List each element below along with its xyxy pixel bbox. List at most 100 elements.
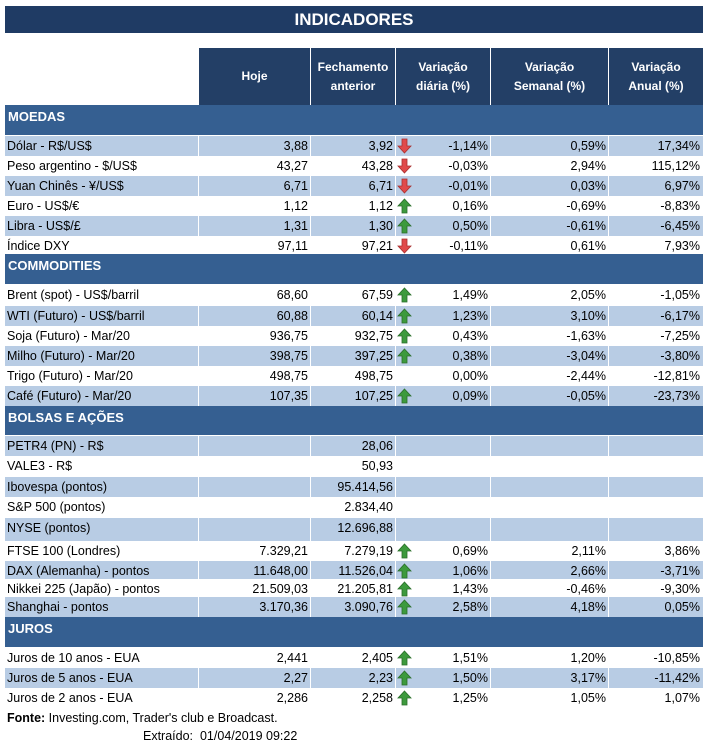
- hoje-value: [199, 436, 311, 456]
- variacao-semanal: [491, 456, 609, 477]
- variacao-semanal: 2,11%: [491, 541, 609, 561]
- variacao-semanal: [491, 518, 609, 541]
- hoje-value-text: 7.329,21: [259, 544, 308, 558]
- variacao-anual: 1,07%: [609, 688, 703, 708]
- hoje-value: [199, 477, 311, 497]
- table-row: Shanghai - pontos 3.170,36 3.090,76 2,58% 4,…: [5, 597, 703, 617]
- table-row: Milho (Futuro) - Mar/20 398,75 397,25 0,38%…: [5, 346, 703, 366]
- row-label: FTSE 100 (Londres): [5, 541, 199, 561]
- hoje-value-text: 498,75: [269, 369, 308, 383]
- table-row: Juros de 10 anos - EUA 2,441 2,405 1,51% 1,2…: [5, 648, 703, 668]
- hoje-value-text: 97,11: [277, 239, 308, 253]
- variacao-semanal-text: -0,61%: [566, 219, 606, 233]
- hoje-value: [199, 497, 311, 518]
- fechamento-value: 498,75: [311, 366, 396, 386]
- variacao-anual: -10,85%: [609, 648, 703, 668]
- arrow-up-icon: [397, 543, 412, 559]
- arrow-up-icon: [397, 287, 412, 303]
- fechamento-value: 21.205,81: [311, 579, 396, 597]
- variacao-diaria-text: 2,58%: [452, 600, 488, 614]
- table-row: NYSE (pontos) 12.696,88: [5, 518, 703, 541]
- variacao-anual-text: 0,05%: [664, 600, 700, 614]
- fechamento-value: 11.526,04: [311, 561, 396, 579]
- table-row: Dólar - R$/US$ 3,88 3,92 -1,14% 0,59% 17,34%: [5, 136, 703, 156]
- arrow-up-icon: [397, 308, 412, 324]
- fechamento-value-text: 397,25: [354, 349, 393, 363]
- variacao-diaria: 1,43%: [396, 579, 491, 597]
- arrow-down-icon: [397, 238, 412, 254]
- row-label: Peso argentino - $/US$: [5, 156, 199, 176]
- variacao-anual: -6,17%: [609, 306, 703, 326]
- column-headers: Hoje Fechamento anterior Variação diária…: [199, 48, 703, 105]
- extracted-value: 01/04/2019 09:22: [199, 729, 298, 743]
- variacao-diaria: [396, 477, 491, 497]
- variacao-diaria-text: 1,49%: [452, 288, 488, 302]
- fechamento-value: 6,71: [311, 176, 396, 196]
- fechamento-value-text: 1,12: [368, 199, 393, 213]
- hoje-value: 1,12: [199, 196, 311, 216]
- row-label-text: Juros de 10 anos - EUA: [7, 651, 140, 665]
- row-label-text: Ibovespa (pontos): [7, 480, 108, 494]
- arrow-up-icon: [397, 670, 412, 686]
- hoje-value-text: 21.509,03: [252, 582, 308, 596]
- fechamento-value-text: 7.279,19: [344, 544, 393, 558]
- variacao-semanal-text: 0,61%: [570, 239, 606, 253]
- hoje-value: [199, 518, 311, 541]
- variacao-diaria-text: 0,16%: [452, 199, 488, 213]
- arrow-up-icon: [397, 650, 412, 666]
- hoje-value: 2,286: [199, 688, 311, 708]
- variacao-semanal: 3,17%: [491, 668, 609, 688]
- variacao-semanal-text: -0,05%: [566, 389, 606, 403]
- extracted-label: Extraído:: [143, 729, 194, 743]
- hoje-value: 1,31: [199, 216, 311, 236]
- row-label: Juros de 5 anos - EUA: [5, 668, 199, 688]
- table-row: WTI (Futuro) - US$/barril 60,88 60,14 1,23%…: [5, 306, 703, 326]
- row-label: DAX (Alemanha) - pontos: [5, 561, 199, 579]
- source-text: Investing.com, Trader's club e Broadcast…: [45, 711, 278, 725]
- table-row: Euro - US$/€ 1,12 1,12 0,16% -0,69% -8,83%: [5, 196, 703, 216]
- row-label-text: Shanghai - pontos: [7, 600, 109, 614]
- hoje-value: 97,11: [199, 236, 311, 254]
- fechamento-value: 2,23: [311, 668, 396, 688]
- row-label-text: NYSE (pontos): [7, 521, 91, 535]
- variacao-diaria-text: 1,06%: [452, 564, 488, 578]
- variacao-semanal-text: 0,03%: [570, 179, 606, 193]
- variacao-diaria: 1,49%: [396, 285, 491, 306]
- row-label-text: DAX (Alemanha) - pontos: [7, 564, 150, 578]
- variacao-diaria: 0,69%: [396, 541, 491, 561]
- variacao-semanal-text: 2,94%: [570, 159, 606, 173]
- hoje-value: 43,27: [199, 156, 311, 176]
- table-row: Libra - US$/£ 1,31 1,30 0,50% -0,61% -6,45%: [5, 216, 703, 236]
- variacao-anual-text: -9,30%: [660, 582, 700, 596]
- row-label-text: Milho (Futuro) - Mar/20: [7, 349, 135, 363]
- variacao-anual-text: -6,17%: [660, 309, 700, 323]
- variacao-anual: 17,34%: [609, 136, 703, 156]
- variacao-anual: [609, 518, 703, 541]
- hoje-value-text: 1,31: [283, 219, 308, 233]
- variacao-diaria: 0,00%: [396, 366, 491, 386]
- arrow-up-icon: [397, 218, 412, 234]
- hoje-value: [199, 456, 311, 477]
- row-label-text: Café (Futuro) - Mar/20: [7, 389, 132, 403]
- fechamento-value-text: 60,14: [361, 309, 393, 323]
- row-label: Trigo (Futuro) - Mar/20: [5, 366, 199, 386]
- variacao-anual-text: -8,83%: [660, 199, 700, 213]
- variacao-anual: [609, 477, 703, 497]
- variacao-anual-text: -3,80%: [660, 349, 700, 363]
- variacao-semanal: -0,05%: [491, 386, 609, 406]
- variacao-anual: -1,05%: [609, 285, 703, 306]
- variacao-anual: -3,80%: [609, 346, 703, 366]
- variacao-diaria-text: 0,50%: [452, 219, 488, 233]
- fechamento-value-text: 932,75: [354, 329, 393, 343]
- variacao-diaria: 0,50%: [396, 216, 491, 236]
- row-label-text: Brent (spot) - US$/barril: [7, 288, 139, 302]
- variacao-anual-text: 7,93%: [664, 239, 700, 253]
- variacao-diaria-text: 1,50%: [452, 671, 488, 685]
- hoje-value-text: 398,75: [269, 349, 308, 363]
- fechamento-value: 2,258: [311, 688, 396, 708]
- col-hoje: Hoje: [199, 48, 311, 105]
- row-label: Nikkei 225 (Japão) - pontos: [5, 579, 199, 597]
- variacao-diaria: -0,11%: [396, 236, 491, 254]
- row-label-text: Peso argentino - $/US$: [7, 159, 137, 173]
- fechamento-value: 60,14: [311, 306, 396, 326]
